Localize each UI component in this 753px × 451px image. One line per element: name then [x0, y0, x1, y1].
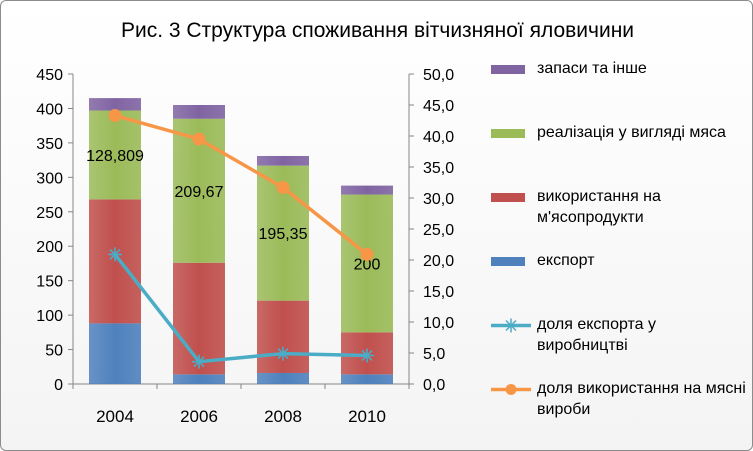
y-left-tick-label: 400 — [36, 101, 63, 118]
y-right-tick-label: 25,0 — [423, 222, 454, 239]
bar-segment — [173, 374, 225, 384]
legend-swatch — [491, 65, 525, 74]
legend-swatch — [491, 257, 525, 266]
y-right-tick-label: 30,0 — [423, 191, 454, 208]
data-label: 195,35 — [259, 226, 308, 243]
bar-segment — [341, 185, 393, 195]
y-right-tick-label: 35,0 — [423, 160, 454, 177]
y-left-tick-label: 450 — [36, 67, 63, 84]
legend-swatch — [491, 379, 531, 400]
legend-label: доля експорта у виробництві — [537, 316, 657, 354]
y-left-tick-label: 250 — [36, 205, 63, 222]
bar-segment — [341, 194, 393, 333]
bar-segment — [173, 105, 225, 119]
bar-segment — [89, 323, 141, 384]
y-left-tick-label: 350 — [36, 136, 63, 153]
x-tick-label: 2006 — [180, 407, 218, 426]
y-right-tick-label: 40,0 — [423, 129, 454, 146]
y-left-tick-label: 0 — [54, 377, 63, 394]
line-point-star — [108, 247, 122, 262]
legend-swatch — [491, 315, 531, 336]
legend-swatch — [491, 129, 525, 138]
legend-label: запаси та інше — [537, 60, 647, 77]
line-series — [113, 253, 368, 364]
legend-label: експорт — [537, 252, 595, 269]
legend-label: реалізація у вигляді мяса — [537, 124, 726, 141]
line-point-circle — [276, 180, 290, 194]
line-series — [114, 113, 369, 256]
y-left-tick-label: 100 — [36, 308, 63, 325]
legend-label: доля використання на мясні вироби — [537, 380, 746, 418]
legend-label: використання на м'ясопродукти — [537, 188, 661, 226]
chart-title: Рис. 3 Структура споживання вітчизняної … — [120, 19, 635, 42]
data-label: 128,809 — [86, 148, 144, 165]
line-point-star — [360, 348, 374, 363]
line-point-circle — [192, 132, 206, 146]
y-left-tick-label: 200 — [36, 239, 63, 256]
y-left-tick-label: 50 — [45, 343, 63, 360]
y-left-tick-label: 150 — [36, 274, 63, 291]
y-right-tick-label: 5,0 — [423, 346, 445, 363]
bar-segment — [89, 110, 141, 200]
data-label: 200 — [354, 256, 381, 273]
y-left-tick-label: 300 — [36, 170, 63, 187]
bar-segment — [257, 300, 309, 373]
y-right-tick-label: 0,0 — [423, 377, 445, 394]
y-right-tick-label: 15,0 — [423, 284, 454, 301]
y-right-tick-label: 45,0 — [423, 98, 454, 115]
x-tick-label: 2004 — [96, 407, 134, 426]
x-tick-label: 2010 — [348, 407, 386, 426]
bar-segment — [89, 98, 141, 111]
line-point-star — [276, 346, 290, 361]
data-label: 209,67 — [175, 184, 224, 201]
y-right-tick-label: 20,0 — [423, 253, 454, 270]
y-right-tick-label: 50,0 — [423, 67, 454, 84]
bar-segment — [257, 155, 309, 166]
bar-segment — [257, 372, 309, 384]
line-point-star — [192, 354, 206, 369]
line-point-circle — [360, 247, 374, 261]
x-tick-label: 2008 — [264, 407, 302, 426]
bar-segment — [341, 374, 393, 384]
legend-swatch — [491, 193, 525, 202]
y-right-tick-label: 10,0 — [423, 315, 454, 332]
line-point-circle — [108, 109, 122, 123]
